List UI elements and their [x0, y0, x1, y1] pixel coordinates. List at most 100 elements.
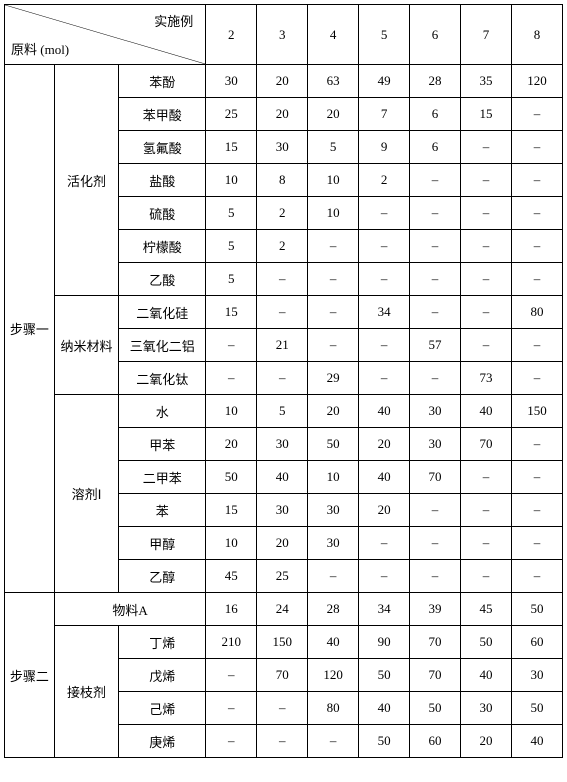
value-cell: – — [461, 527, 512, 560]
value-cell: – — [359, 560, 410, 593]
value-cell: 30 — [257, 428, 308, 461]
value-cell: 30 — [257, 494, 308, 527]
value-cell: – — [511, 527, 562, 560]
value-cell: – — [461, 197, 512, 230]
item-label: 硫酸 — [119, 197, 206, 230]
value-cell: – — [511, 197, 562, 230]
step-label: 步骤一 — [5, 65, 55, 593]
value-cell: – — [359, 263, 410, 296]
value-cell: – — [511, 494, 562, 527]
value-cell: 73 — [461, 362, 512, 395]
item-label: 氢氟酸 — [119, 131, 206, 164]
value-cell: – — [257, 296, 308, 329]
value-cell: 20 — [359, 494, 410, 527]
value-cell: – — [308, 329, 359, 362]
value-cell: – — [511, 164, 562, 197]
value-cell: – — [359, 527, 410, 560]
value-cell: 10 — [308, 164, 359, 197]
col-header: 5 — [359, 5, 410, 65]
value-cell: 40 — [461, 659, 512, 692]
value-cell: 10 — [206, 395, 257, 428]
value-cell: – — [308, 296, 359, 329]
col-header: 7 — [461, 5, 512, 65]
value-cell: – — [257, 362, 308, 395]
item-label: 柠檬酸 — [119, 230, 206, 263]
value-cell: 6 — [410, 98, 461, 131]
value-cell: 70 — [410, 461, 461, 494]
value-cell: 50 — [359, 659, 410, 692]
value-cell: – — [511, 230, 562, 263]
value-cell: – — [206, 362, 257, 395]
value-cell: 28 — [308, 593, 359, 626]
value-cell: – — [410, 494, 461, 527]
value-cell: – — [410, 296, 461, 329]
value-cell: 35 — [461, 65, 512, 98]
value-cell: 5 — [257, 395, 308, 428]
value-cell: – — [206, 329, 257, 362]
value-cell: 2 — [257, 230, 308, 263]
value-cell: – — [308, 725, 359, 758]
value-cell: – — [206, 659, 257, 692]
value-cell: 15 — [206, 131, 257, 164]
value-cell: – — [461, 296, 512, 329]
item-label: 二氧化硅 — [119, 296, 206, 329]
item-label: 甲苯 — [119, 428, 206, 461]
value-cell: – — [461, 131, 512, 164]
value-cell: 40 — [461, 395, 512, 428]
header-diagonal-cell: 实施例原料 (mol) — [5, 5, 206, 65]
value-cell: 80 — [511, 296, 562, 329]
item-label: 乙酸 — [119, 263, 206, 296]
value-cell: – — [359, 197, 410, 230]
value-cell: 60 — [511, 626, 562, 659]
value-cell: 90 — [359, 626, 410, 659]
group-label: 接枝剂 — [54, 626, 119, 758]
value-cell: – — [511, 131, 562, 164]
value-cell: 30 — [410, 428, 461, 461]
value-cell: 40 — [359, 692, 410, 725]
value-cell: 80 — [308, 692, 359, 725]
value-cell: – — [308, 230, 359, 263]
value-cell: – — [206, 692, 257, 725]
value-cell: 5 — [206, 230, 257, 263]
value-cell: – — [410, 560, 461, 593]
value-cell: 30 — [410, 395, 461, 428]
span-row-label: 物料A — [54, 593, 206, 626]
value-cell: – — [511, 560, 562, 593]
value-cell: 70 — [410, 626, 461, 659]
value-cell: – — [461, 164, 512, 197]
step-label: 步骤二 — [5, 593, 55, 758]
item-label: 己烯 — [119, 692, 206, 725]
value-cell: – — [511, 263, 562, 296]
value-cell: 50 — [511, 593, 562, 626]
value-cell: 40 — [308, 626, 359, 659]
value-cell: 50 — [511, 692, 562, 725]
item-label: 盐酸 — [119, 164, 206, 197]
value-cell: 40 — [511, 725, 562, 758]
value-cell: 29 — [308, 362, 359, 395]
value-cell: 39 — [410, 593, 461, 626]
col-header: 2 — [206, 5, 257, 65]
value-cell: 2 — [257, 197, 308, 230]
value-cell: 10 — [308, 197, 359, 230]
value-cell: 49 — [359, 65, 410, 98]
value-cell: – — [257, 725, 308, 758]
value-cell: – — [461, 263, 512, 296]
item-label: 丁烯 — [119, 626, 206, 659]
value-cell: – — [410, 230, 461, 263]
value-cell: 20 — [206, 428, 257, 461]
value-cell: 5 — [206, 263, 257, 296]
value-cell: – — [410, 263, 461, 296]
item-label: 甲醇 — [119, 527, 206, 560]
value-cell: 70 — [410, 659, 461, 692]
value-cell: 7 — [359, 98, 410, 131]
value-cell: 25 — [257, 560, 308, 593]
value-cell: 20 — [359, 428, 410, 461]
value-cell: – — [206, 725, 257, 758]
header-top-label: 实施例 — [154, 11, 193, 30]
value-cell: 34 — [359, 296, 410, 329]
value-cell: – — [257, 263, 308, 296]
value-cell: 20 — [461, 725, 512, 758]
value-cell: 120 — [511, 65, 562, 98]
value-cell: – — [410, 197, 461, 230]
value-cell: 120 — [308, 659, 359, 692]
